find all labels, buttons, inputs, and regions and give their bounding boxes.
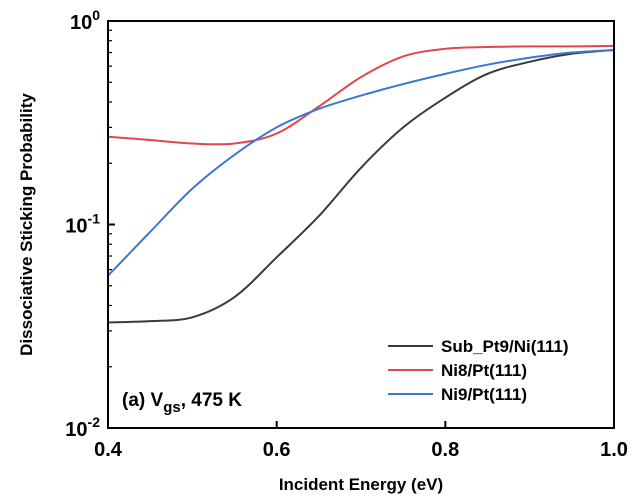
x-tick-label: 0.8	[431, 439, 459, 461]
annotation-prefix: (a) V	[122, 390, 164, 411]
x-tick-label: 0.6	[263, 439, 291, 461]
series-line-0	[107, 49, 615, 324]
y-tick-label: 10-1	[65, 211, 100, 238]
plot-lines	[107, 44, 615, 324]
annotation-suffix: , 475 K	[181, 390, 243, 411]
x-tick-label: 0.4	[94, 439, 123, 461]
series-line-2	[107, 49, 615, 277]
annotation-subscript: gs	[163, 399, 181, 416]
y-tick-label: 100	[70, 7, 100, 34]
legend-label-ni8-pt111: Ni8/Pt(111)	[441, 361, 527, 380]
x-axis-title: Incident Energy (eV)	[279, 475, 443, 494]
plot-frame	[107, 20, 615, 429]
ticks: 0.4 0.6 0.8 1.0 100 10-1 10-2	[65, 7, 628, 461]
y-axis-title: Dissociative Sticking Probability	[17, 93, 36, 356]
legend: Sub_Pt9/Ni(111) Ni8/Pt(111) Ni9/Pt(111)	[388, 337, 569, 404]
panel-annotation: (a) Vgs, 475 K	[122, 390, 242, 416]
y-tick-label: 10-2	[65, 414, 100, 441]
legend-label-ni9-pt111: Ni9/Pt(111)	[441, 385, 527, 404]
legend-label-sub-pt9-ni111: Sub_Pt9/Ni(111)	[441, 337, 569, 356]
series-line-1	[107, 44, 615, 146]
x-tick-label: 1.0	[600, 439, 628, 461]
